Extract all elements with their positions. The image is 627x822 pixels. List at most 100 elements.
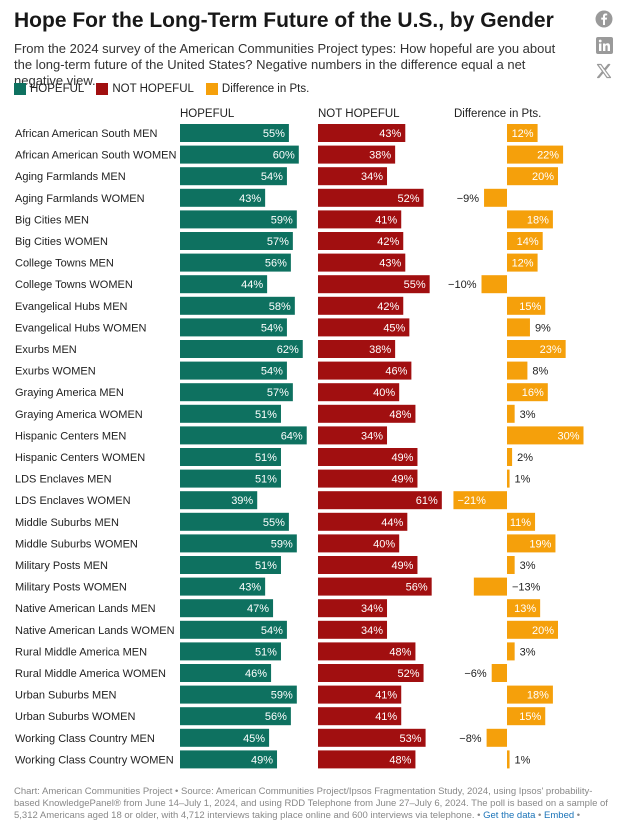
bar-not-hopeful (318, 728, 426, 747)
bar-hopeful (180, 620, 287, 639)
bar-not-hopeful (318, 361, 412, 380)
row-label: LDS Enclaves MEN (15, 474, 112, 486)
bar-hopeful (180, 188, 266, 207)
data-label-not-hopeful: 40% (373, 387, 395, 399)
data-label-difference: −10% (448, 279, 477, 291)
row-label: Rural Middle America WOMEN (15, 668, 166, 680)
data-label-difference: 30% (557, 430, 579, 442)
row-label: Native American Lands MEN (15, 603, 156, 615)
data-label-difference: −6% (464, 668, 487, 680)
bar-hopeful (180, 577, 266, 596)
data-label-difference: 19% (529, 538, 551, 550)
bar-hopeful (180, 448, 281, 466)
bar-difference (507, 340, 566, 358)
bar-hopeful (180, 275, 268, 294)
data-label-hopeful: 49% (251, 754, 273, 766)
data-label-hopeful: 54% (261, 625, 283, 637)
legend-swatch-not-hopeful (96, 83, 109, 95)
bar-not-hopeful (318, 296, 404, 315)
data-label-not-hopeful: 41% (375, 711, 397, 723)
bar-hopeful (180, 426, 307, 445)
bar-hopeful (180, 318, 287, 337)
data-label-not-hopeful: 34% (361, 171, 383, 183)
legend-item-hopeful: HOPEFUL (14, 83, 84, 95)
data-label-difference: 18% (527, 214, 549, 226)
data-label-hopeful: 39% (231, 495, 253, 507)
data-label-hopeful: 51% (255, 409, 277, 421)
get-data-link[interactable]: Get the data (483, 810, 536, 821)
row-label: Graying America WOMEN (15, 409, 143, 421)
data-label-not-hopeful: 34% (361, 430, 383, 442)
bar-hopeful (180, 167, 287, 186)
data-label-difference: 12% (512, 258, 534, 270)
bar-not-hopeful (318, 534, 400, 553)
bar-not-hopeful (318, 448, 418, 466)
legend-swatch-difference (205, 83, 218, 95)
row-label: Middle Suburbs MEN (15, 517, 119, 529)
data-label-hopeful: 47% (247, 603, 269, 615)
bar-difference (507, 167, 558, 186)
bar-not-hopeful (318, 469, 418, 488)
data-label-not-hopeful: 43% (379, 128, 401, 140)
data-label-not-hopeful: 38% (369, 150, 391, 162)
row-label: Hispanic Centers MEN (15, 430, 126, 442)
linkedin-icon[interactable] (595, 36, 613, 54)
bar-not-hopeful (318, 318, 410, 337)
data-label-difference: −21% (457, 495, 486, 507)
bar-not-hopeful (318, 599, 388, 618)
data-label-difference: 3% (520, 646, 536, 658)
data-label-hopeful: 62% (277, 344, 299, 356)
x-icon[interactable] (595, 62, 613, 80)
bar-difference (507, 750, 510, 769)
bar-difference (507, 318, 530, 337)
data-label-hopeful: 59% (271, 214, 293, 226)
row-label: Urban Suburbs WOMEN (15, 711, 135, 723)
bar-hopeful (180, 534, 297, 553)
bar-difference (507, 210, 553, 229)
bar-not-hopeful (318, 188, 424, 207)
data-label-not-hopeful: 52% (398, 193, 420, 205)
data-label-hopeful: 56% (265, 258, 287, 270)
data-label-hopeful: 44% (241, 279, 263, 291)
legend: HOPEFUL NOT HOPEFUL Difference in Pts. (14, 83, 309, 95)
bar-difference (507, 383, 548, 402)
data-label-hopeful: 57% (267, 236, 289, 248)
bar-not-hopeful (318, 404, 416, 423)
bar-difference (507, 124, 538, 142)
bar-not-hopeful (318, 620, 388, 639)
data-label-difference: 15% (519, 301, 541, 313)
data-label-hopeful: 60% (273, 150, 295, 162)
footer-source-text: Chart: American Communities Project • So… (14, 786, 608, 821)
data-label-hopeful: 51% (255, 646, 277, 658)
data-label-not-hopeful: 34% (361, 603, 383, 615)
bar-not-hopeful (318, 383, 400, 402)
bar-hopeful (180, 253, 291, 272)
row-label: Rural Middle America MEN (15, 646, 147, 658)
facebook-icon[interactable] (595, 10, 613, 28)
data-label-not-hopeful: 53% (400, 733, 422, 745)
row-label: African American South MEN (15, 128, 158, 140)
data-label-difference: 1% (515, 754, 531, 766)
bar-hopeful (180, 232, 293, 250)
legend-label-hopeful: HOPEFUL (30, 83, 85, 95)
data-label-not-hopeful: 49% (391, 474, 413, 486)
bar-hopeful (180, 664, 272, 682)
data-label-difference: 2% (517, 452, 533, 464)
data-label-not-hopeful: 45% (383, 322, 405, 334)
data-label-difference: 14% (517, 236, 539, 248)
data-label-not-hopeful: 40% (373, 538, 395, 550)
chart-footer: Chart: American Communities Project • So… (14, 786, 614, 822)
row-label: Graying America MEN (15, 387, 124, 399)
data-label-hopeful: 55% (263, 128, 285, 140)
data-label-hopeful: 54% (261, 366, 283, 378)
row-label: African American South WOMEN (15, 150, 176, 162)
embed-link[interactable]: Embed (544, 810, 575, 821)
bar-difference (507, 469, 510, 488)
data-label-difference: −13% (512, 582, 541, 594)
row-label: Working Class Country WOMEN (15, 754, 174, 766)
data-label-hopeful: 64% (281, 430, 303, 442)
bar-hopeful (180, 599, 274, 618)
bar-not-hopeful (318, 685, 402, 704)
footer-tail: • (574, 810, 581, 821)
row-label: College Towns MEN (15, 258, 114, 270)
